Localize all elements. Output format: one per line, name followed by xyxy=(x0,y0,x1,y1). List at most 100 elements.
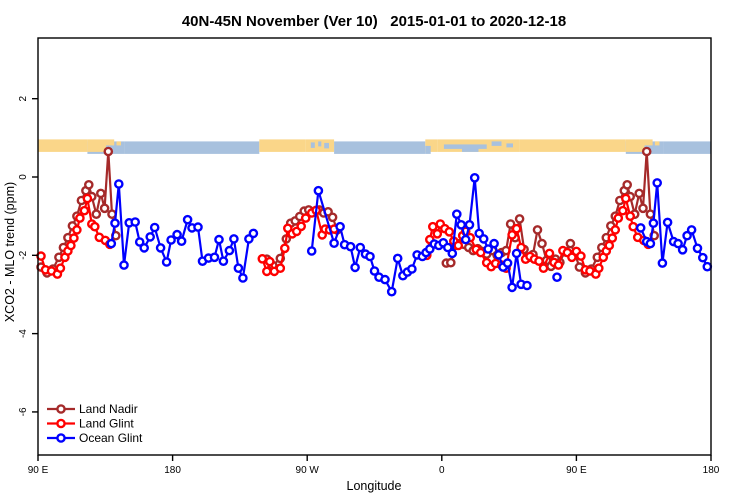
y-tick-label: -2 xyxy=(18,250,29,259)
data-point xyxy=(652,178,663,188)
data-point xyxy=(610,225,621,235)
band-segment-japan-sea-repeat xyxy=(644,139,653,146)
data-point xyxy=(99,203,110,214)
series-line xyxy=(110,183,255,282)
data-point xyxy=(264,256,275,267)
data-point xyxy=(538,263,549,274)
data-point xyxy=(110,218,120,228)
data-point xyxy=(604,240,615,251)
data-point xyxy=(114,179,124,189)
data-point xyxy=(166,235,176,245)
data-point xyxy=(130,217,140,227)
data-point xyxy=(427,221,438,232)
band-segment-atlantic xyxy=(334,141,426,154)
axes-layer: 90 E 180 90 W 0 90 E 180 2 0 -2 -4 -6 xyxy=(18,37,720,476)
legend-item-land-nadir: Land Nadir xyxy=(47,402,138,416)
data-point xyxy=(224,245,235,256)
data-point xyxy=(648,218,659,228)
data-point xyxy=(103,146,114,157)
data-point xyxy=(313,185,324,196)
data-point xyxy=(107,209,117,219)
data-point xyxy=(698,252,708,263)
band-segment-great-lakes xyxy=(310,142,315,148)
band-segment-north-america xyxy=(259,139,306,152)
data-point xyxy=(677,244,688,255)
data-point xyxy=(537,238,547,249)
data-point xyxy=(514,214,525,224)
data-point xyxy=(176,236,187,246)
y-axis-ticks: 2 0 -2 -4 -6 xyxy=(18,95,38,416)
data-point xyxy=(692,243,703,254)
x-tick-label: 0 xyxy=(439,465,445,476)
data-point xyxy=(327,212,338,223)
data-point xyxy=(460,234,471,245)
data-point xyxy=(456,219,467,230)
band-segment-japan-sea-repeat xyxy=(654,141,660,146)
band-segment-mediterranean-black-caspian xyxy=(462,146,479,152)
data-point xyxy=(475,247,486,258)
data-point xyxy=(594,263,604,274)
legend-item-land-glint: Land Glint xyxy=(47,417,134,431)
y-tick-label: -6 xyxy=(18,407,29,416)
x-tick-label: 90 E xyxy=(566,465,587,476)
data-point xyxy=(447,248,458,259)
data-point xyxy=(641,146,652,157)
data-point xyxy=(72,225,82,235)
data-point xyxy=(444,226,455,237)
series-land-nadir xyxy=(36,146,660,278)
band-segment-asia-east xyxy=(38,139,88,152)
data-point xyxy=(306,246,317,256)
x-tick-label: 180 xyxy=(703,465,720,476)
data-point xyxy=(209,252,220,263)
x-tick-label: 90 W xyxy=(296,465,320,476)
data-point xyxy=(392,253,403,264)
data-point xyxy=(261,266,272,277)
data-point xyxy=(248,228,259,239)
data-point xyxy=(645,238,656,249)
data-point xyxy=(702,261,713,272)
data-point xyxy=(172,229,182,240)
data-point xyxy=(445,257,456,268)
data-point xyxy=(635,223,646,233)
data-point xyxy=(613,213,624,223)
y-tick-label: 0 xyxy=(18,174,29,180)
data-point xyxy=(534,256,544,267)
data-point xyxy=(145,232,155,242)
x-axis-ticks: 90 E 180 90 W 0 90 E 180 xyxy=(28,455,720,476)
band-segment-mediterranean-black-caspian xyxy=(506,143,513,148)
data-point xyxy=(634,188,645,199)
data-point xyxy=(511,248,522,259)
data-point xyxy=(369,266,380,276)
series-ocean-glint xyxy=(106,172,713,297)
data-point xyxy=(238,273,248,283)
data-point xyxy=(380,274,390,285)
x-tick-label: 180 xyxy=(164,465,181,476)
data-point xyxy=(522,280,532,291)
data-point xyxy=(345,241,356,252)
data-point xyxy=(673,238,683,249)
data-point xyxy=(567,252,577,263)
data-point xyxy=(493,250,504,260)
band-segment-pacific xyxy=(124,141,260,154)
data-point xyxy=(119,260,129,270)
series-land-glint xyxy=(36,193,654,279)
data-point xyxy=(638,203,648,214)
data-point xyxy=(407,264,417,274)
band-segment-mediterranean-black-caspian xyxy=(443,144,487,149)
data-point xyxy=(355,242,366,253)
data-point xyxy=(628,221,639,232)
plot-frame xyxy=(37,37,712,456)
band-segment-japan-sea-repeat xyxy=(625,139,645,152)
data-point xyxy=(161,257,172,267)
band-segment-pacific-repeat xyxy=(663,141,711,154)
data-point xyxy=(442,242,453,253)
data-point xyxy=(505,219,516,229)
data-point xyxy=(478,234,489,244)
data-point xyxy=(502,258,513,268)
data-point xyxy=(432,228,443,239)
band-segment-great-lakes xyxy=(318,141,322,147)
x-tick-label: 90 E xyxy=(28,465,49,476)
data-point xyxy=(532,225,543,235)
y-tick-label: 2 xyxy=(18,95,29,101)
